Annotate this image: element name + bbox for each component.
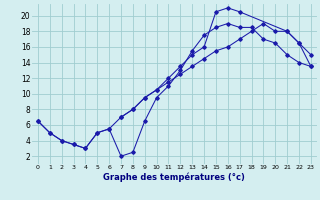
X-axis label: Graphe des températures (°c): Graphe des températures (°c): [103, 172, 245, 182]
